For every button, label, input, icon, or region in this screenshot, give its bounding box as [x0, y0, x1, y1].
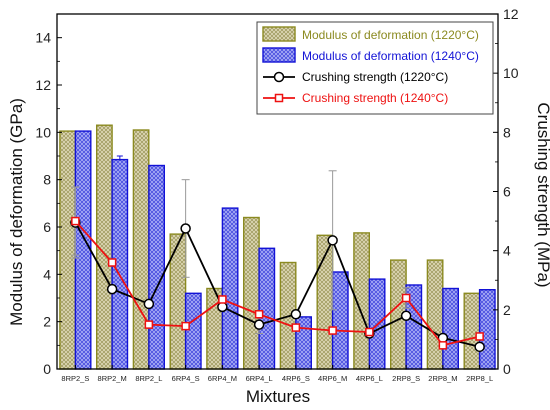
y-right-tick-label: 8 [503, 124, 511, 140]
x-tick-label: 2RP8_S [392, 374, 420, 383]
crushing-1240-point [107, 258, 117, 267]
x-tick-label: 6RP4_S [172, 374, 200, 383]
legend-marker-circle [273, 71, 285, 83]
bar-1220-2rp8-m [426, 259, 444, 370]
legend-label: Crushing strength (1240°C) [302, 91, 448, 105]
x-tick-label: 8RP2_L [135, 374, 162, 383]
crushing-1240-point [144, 320, 154, 329]
x-tick-label: 6RP4_L [246, 374, 273, 383]
crushing-1240-point [365, 327, 374, 337]
y-left-tick-label: 14 [35, 30, 51, 46]
crushing-1220-point [253, 319, 265, 330]
legend-label: Crushing strength (1220°C) [302, 70, 448, 84]
bar-1240-6rp4-s [184, 292, 202, 370]
y-right-tick-label: 2 [503, 302, 511, 318]
y-left-tick-label: 2 [43, 314, 51, 330]
crushing-1220-point [400, 310, 412, 321]
crushing-strength-1240-line [74, 220, 480, 347]
crushing-1240-point [438, 341, 448, 350]
x-axis-title: Mixtures [246, 387, 310, 406]
bar-1220-8rp2-s [59, 130, 77, 370]
y-right-tick-label: 4 [503, 243, 511, 259]
bar-1220-6rp4-l [242, 216, 260, 370]
legend-label: Modulus of deformation (1240°C) [302, 49, 479, 63]
x-tick-label: 8RP2_S [61, 374, 89, 383]
bar-1220-2rp8-l [463, 292, 481, 370]
y-left-tick-label: 0 [43, 361, 51, 377]
crushing-1240-point [328, 326, 337, 335]
x-tick-label: 4RP6_L [356, 374, 383, 383]
x-tick-label: 6RP4_M [208, 374, 237, 383]
x-tick-label: 2RP8_M [428, 374, 457, 383]
y-axis-right-title: Crushing strength (MPa) [534, 102, 550, 287]
legend-box [256, 21, 494, 115]
crushing-1220-point [143, 298, 155, 310]
crushing-1240-point [181, 321, 190, 331]
x-tick-label: 8RP2_M [98, 374, 127, 383]
bar-1240-4rp6-m [331, 271, 349, 370]
bar-1240-2rp8-m [442, 287, 459, 370]
crushing-1240-point [71, 216, 80, 226]
crushing-1220-point [327, 235, 338, 246]
y-right-tick-label: 6 [503, 184, 511, 200]
y-right-tick-label: 12 [503, 6, 519, 22]
y-left-tick-label: 12 [35, 77, 51, 93]
y-left-tick-label: 10 [35, 124, 51, 140]
crushing-1240-point [254, 310, 264, 319]
y-right-tick-label: 10 [503, 65, 519, 81]
y-left-tick-label: 6 [43, 219, 51, 235]
crushing-1220-point [106, 283, 118, 295]
y-left-tick-label: 8 [43, 172, 51, 188]
y-axis-left-title: Modulus of deformation (GPa) [7, 98, 26, 326]
line-layer [70, 216, 485, 353]
bar-layer [59, 124, 496, 370]
bar-1240-6rp4-m [221, 207, 239, 370]
bar-1240-2rp8-l [478, 289, 496, 370]
x-tick-label: 2RP8_L [466, 374, 493, 383]
legend-swatch-modulus-1220 [262, 26, 296, 42]
axes-layer [56, 13, 499, 370]
crushing-1220-point [474, 341, 485, 353]
legend-label: Modulus of deformation (1220°C) [302, 28, 479, 42]
crushing-1220-point [180, 223, 191, 234]
crushing-1220-point [290, 309, 302, 320]
y-right-tick-label: 0 [503, 361, 511, 377]
crushing-1240-point [401, 293, 411, 303]
crushing-1240-point [475, 332, 484, 341]
crushing-strength-1220-line [74, 222, 480, 348]
x-tick-label: 4RP6_M [318, 374, 347, 383]
bar-1240-8rp2-s [74, 130, 92, 370]
bar-1220-8rp2-l [132, 129, 150, 370]
crushing-1240-point [291, 323, 301, 332]
y-left-tick-label: 4 [43, 266, 51, 282]
x-tick-label: 4RP6_S [282, 374, 310, 383]
tick-label-layer: 0 2 4 6 8 10 12 14 0 2 4 6 8 10 12 8RP2_S 8RP2_M 8RP2_L 6R… [35, 6, 518, 383]
bar-1240-8rp2-l [148, 164, 165, 370]
legend-marker-square [274, 93, 284, 103]
legend-swatch-modulus-1240 [262, 47, 296, 63]
bar-1240-6rp4-l [258, 247, 276, 370]
legend: Modulus of deformation (1220°C) Modulus o… [256, 21, 494, 115]
crushing-1240-point [218, 295, 227, 304]
